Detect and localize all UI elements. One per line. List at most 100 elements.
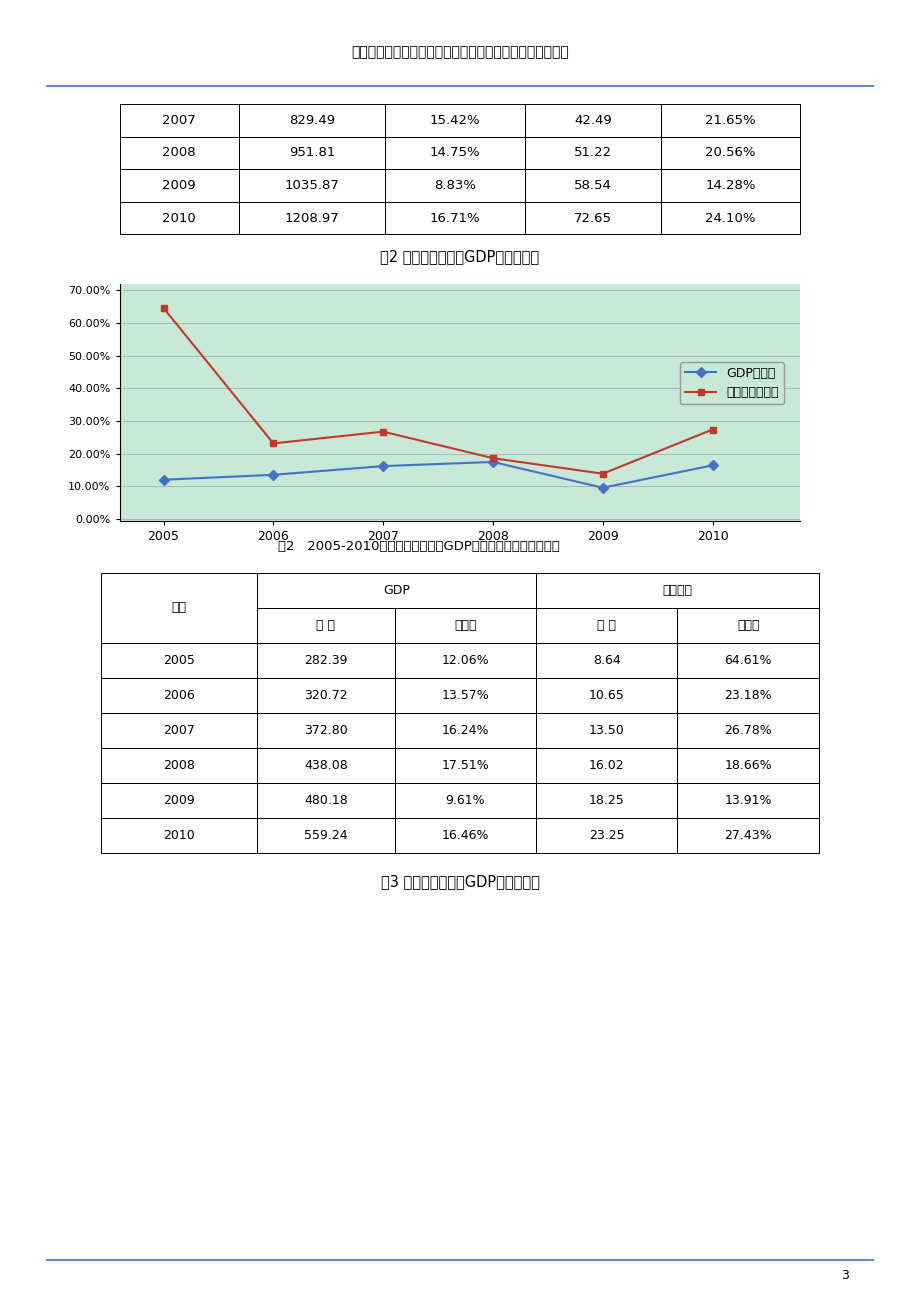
Bar: [256, 573, 536, 608]
Bar: [101, 783, 256, 818]
Bar: [660, 169, 800, 202]
Text: 14.75%: 14.75%: [429, 147, 480, 159]
Text: 2007: 2007: [163, 724, 195, 737]
Text: 增长率: 增长率: [736, 618, 758, 631]
Bar: [524, 169, 660, 202]
Text: 18.66%: 18.66%: [723, 759, 771, 772]
Line: 财政收入增长率: 财政收入增长率: [160, 305, 715, 477]
Bar: [676, 783, 818, 818]
Text: 51.22: 51.22: [573, 147, 611, 159]
Text: 24.10%: 24.10%: [705, 212, 755, 224]
Bar: [536, 818, 676, 853]
Bar: [536, 713, 676, 747]
Text: 282.39: 282.39: [304, 654, 347, 667]
Text: 1035.87: 1035.87: [284, 180, 339, 191]
Bar: [524, 104, 660, 137]
财政收入增长率: [596, 466, 607, 482]
Text: 年份: 年份: [172, 602, 187, 615]
Text: 320.72: 320.72: [304, 689, 347, 702]
Text: 2009: 2009: [163, 794, 195, 807]
Text: 2008: 2008: [162, 147, 196, 159]
财政收入增长率: [487, 450, 498, 466]
GDP增长率: [596, 480, 607, 496]
Bar: [394, 713, 536, 747]
Bar: [536, 783, 676, 818]
Text: 372.80: 372.80: [303, 724, 347, 737]
Bar: [536, 678, 676, 713]
Text: 16.46%: 16.46%: [441, 829, 489, 842]
Text: 951.81: 951.81: [289, 147, 335, 159]
Text: 21.65%: 21.65%: [705, 115, 755, 126]
Text: 8.83%: 8.83%: [434, 180, 475, 191]
Bar: [385, 104, 524, 137]
财政收入增长率: [377, 424, 388, 440]
Bar: [119, 137, 239, 169]
Bar: [239, 169, 385, 202]
Text: 16.02: 16.02: [588, 759, 624, 772]
GDP增长率: [267, 467, 278, 483]
Text: 13.57%: 13.57%: [441, 689, 489, 702]
Bar: [676, 608, 818, 643]
Text: 23.18%: 23.18%: [723, 689, 771, 702]
Text: 64.61%: 64.61%: [723, 654, 771, 667]
Bar: [536, 573, 818, 608]
Text: 10.65: 10.65: [588, 689, 624, 702]
Bar: [119, 104, 239, 137]
Bar: [385, 137, 524, 169]
GDP增长率: [158, 471, 169, 487]
Bar: [119, 202, 239, 234]
Bar: [101, 573, 256, 643]
Legend: GDP增长率, 财政收入增长率: GDP增长率, 财政收入增长率: [679, 362, 783, 405]
Text: 26.78%: 26.78%: [723, 724, 771, 737]
Text: 15.42%: 15.42%: [429, 115, 480, 126]
Bar: [101, 678, 256, 713]
Text: 480.18: 480.18: [303, 794, 347, 807]
Bar: [239, 202, 385, 234]
Bar: [660, 202, 800, 234]
Bar: [676, 643, 818, 678]
Text: 18.25: 18.25: [588, 794, 624, 807]
Bar: [256, 747, 394, 783]
GDP增长率: [487, 454, 498, 470]
Text: 图2 潮州财政收入与GDP增长走势图: 图2 潮州财政收入与GDP增长走势图: [380, 249, 539, 264]
Bar: [101, 643, 256, 678]
Bar: [256, 608, 394, 643]
Text: 1208.97: 1208.97: [284, 212, 339, 224]
Text: 广东潮汕三市财政收入与广东全省地方一般收入的比较分析: 广东潮汕三市财政收入与广东全省地方一般收入的比较分析: [351, 46, 568, 59]
Text: 增长率: 增长率: [454, 618, 476, 631]
Bar: [394, 783, 536, 818]
Bar: [256, 678, 394, 713]
Text: 总 量: 总 量: [596, 618, 616, 631]
Text: 2008: 2008: [163, 759, 195, 772]
Bar: [101, 713, 256, 747]
Bar: [256, 643, 394, 678]
Bar: [660, 104, 800, 137]
Text: 3: 3: [840, 1269, 848, 1282]
GDP增长率: [707, 457, 718, 473]
Bar: [676, 747, 818, 783]
Bar: [394, 643, 536, 678]
Line: GDP增长率: GDP增长率: [160, 458, 715, 491]
Text: 表2   2005-2010年潮州财政收入与GDP增长比较（单位：亿元）: 表2 2005-2010年潮州财政收入与GDP增长比较（单位：亿元）: [278, 540, 559, 553]
Text: 17.51%: 17.51%: [441, 759, 489, 772]
Text: 13.91%: 13.91%: [723, 794, 771, 807]
Bar: [676, 818, 818, 853]
Text: 2007: 2007: [162, 115, 196, 126]
Text: 2005: 2005: [163, 654, 195, 667]
Bar: [394, 747, 536, 783]
Text: 9.61%: 9.61%: [445, 794, 484, 807]
Bar: [256, 783, 394, 818]
Text: 2010: 2010: [162, 212, 196, 224]
Text: 58.54: 58.54: [573, 180, 611, 191]
财政收入增长率: [267, 436, 278, 452]
财政收入增长率: [707, 422, 718, 437]
Bar: [536, 747, 676, 783]
Bar: [101, 818, 256, 853]
Bar: [524, 137, 660, 169]
GDP增长率: [377, 458, 388, 474]
Bar: [676, 678, 818, 713]
Text: 27.43%: 27.43%: [723, 829, 771, 842]
Bar: [394, 608, 536, 643]
Text: 13.50: 13.50: [588, 724, 624, 737]
Text: 财政收入: 财政收入: [662, 583, 692, 596]
